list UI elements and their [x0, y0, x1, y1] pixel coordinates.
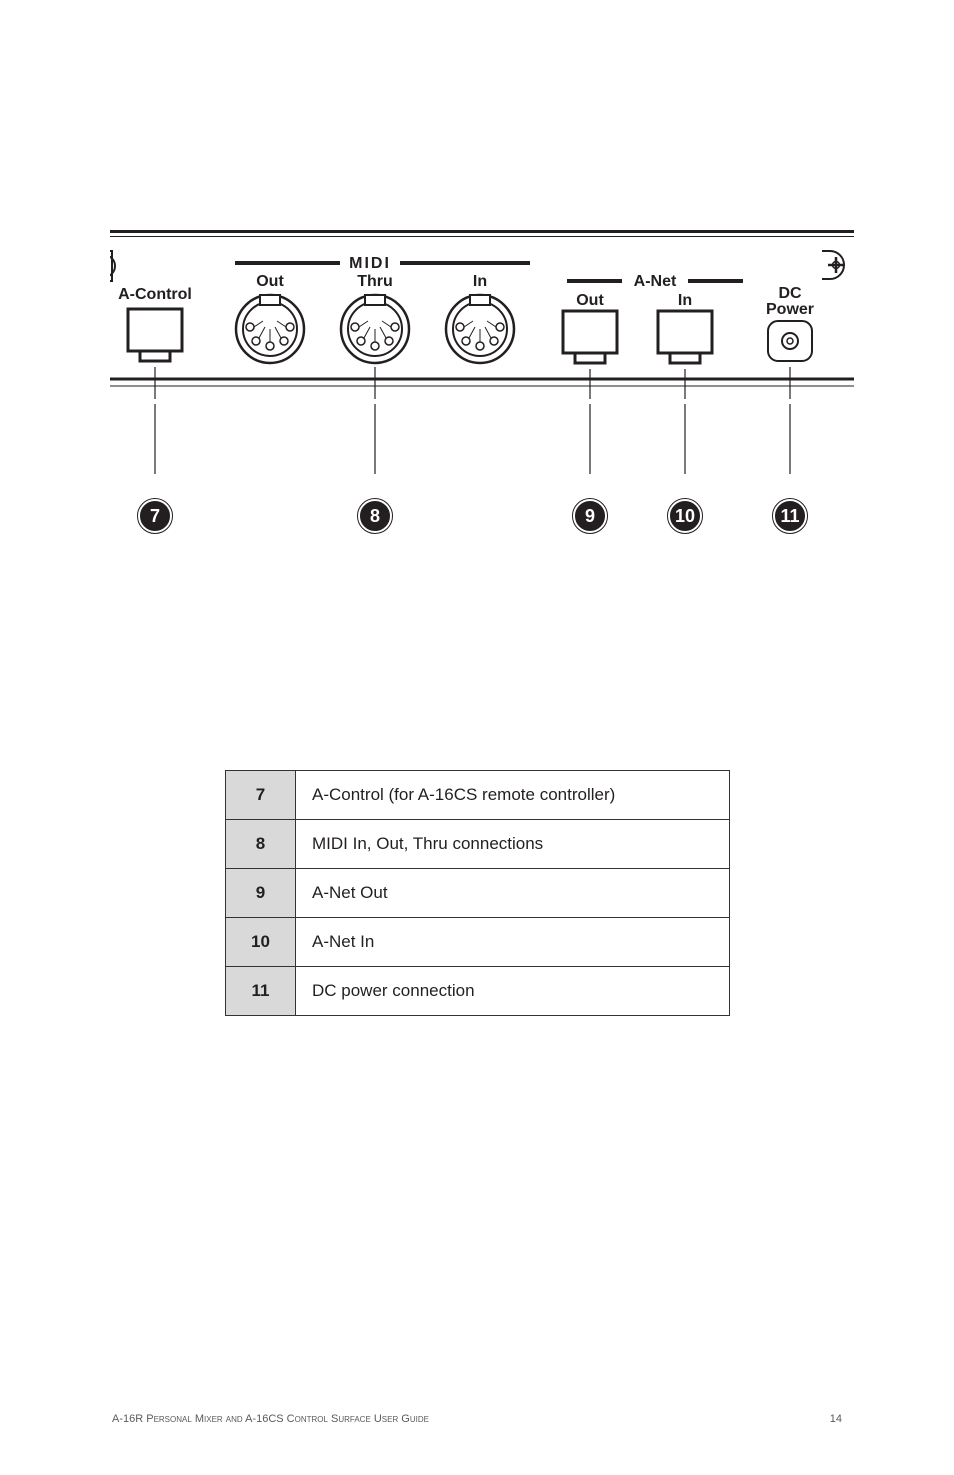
row-num: 11 — [226, 967, 296, 1016]
row-num: 9 — [226, 869, 296, 918]
screw-icon — [822, 251, 844, 279]
midi-thru-port: Thru — [341, 273, 409, 363]
anet-group: A-Net — [567, 273, 743, 290]
marker-11: 11 — [773, 499, 807, 533]
acontrol-port: A-Control — [118, 286, 192, 361]
anet-in-port: In — [658, 292, 712, 363]
legend-table: 7 A-Control (for A-16CS remote controlle… — [225, 770, 730, 1016]
anet-group-label: A-Net — [634, 273, 677, 290]
svg-text:Power: Power — [766, 301, 814, 318]
row-desc: A-Net Out — [296, 869, 730, 918]
row-desc: A-Net In — [296, 918, 730, 967]
midi-group: MIDI — [235, 255, 530, 272]
row-num: 10 — [226, 918, 296, 967]
row-num: 8 — [226, 820, 296, 869]
dc-power-port: DC Power — [766, 285, 814, 361]
top-double-rule — [110, 230, 854, 237]
leader-svg — [110, 404, 854, 494]
svg-text:In: In — [473, 273, 487, 290]
midi-in-port: In — [446, 273, 514, 363]
table-row: 9 A-Net Out — [226, 869, 730, 918]
svg-text:Out: Out — [256, 273, 284, 290]
svg-text:Out: Out — [576, 292, 604, 309]
table-row: 11 DC power connection — [226, 967, 730, 1016]
table-row: 10 A-Net In — [226, 918, 730, 967]
row-desc: A-Control (for A-16CS remote controller) — [296, 771, 730, 820]
anet-out-port: Out — [563, 292, 617, 363]
left-partial-jack — [110, 251, 115, 281]
midi-group-label: MIDI — [349, 255, 391, 272]
table-row: 7 A-Control (for A-16CS remote controlle… — [226, 771, 730, 820]
marker-9: 9 — [573, 499, 607, 533]
marker-10: 10 — [668, 499, 702, 533]
marker-8: 8 — [358, 499, 392, 533]
svg-text:A-Control: A-Control — [118, 286, 192, 303]
rear-panel-diagram: MIDI A-Net A-Control Out — [110, 230, 854, 539]
row-desc: DC power connection — [296, 967, 730, 1016]
panel-svg: MIDI A-Net A-Control Out — [110, 249, 854, 399]
midi-out-port: Out — [236, 273, 304, 363]
footer-title: A-16R Personal Mixer and A-16CS Control … — [112, 1413, 429, 1425]
row-num: 7 — [226, 771, 296, 820]
table-row: 8 MIDI In, Out, Thru connections — [226, 820, 730, 869]
svg-text:DC: DC — [778, 285, 802, 302]
page-number: 14 — [830, 1413, 842, 1425]
svg-text:Thru: Thru — [357, 273, 393, 290]
svg-text:In: In — [678, 292, 692, 309]
marker-row: 7 8 9 10 11 — [110, 499, 854, 539]
page-footer: A-16R Personal Mixer and A-16CS Control … — [112, 1413, 842, 1425]
marker-7: 7 — [138, 499, 172, 533]
row-desc: MIDI In, Out, Thru connections — [296, 820, 730, 869]
